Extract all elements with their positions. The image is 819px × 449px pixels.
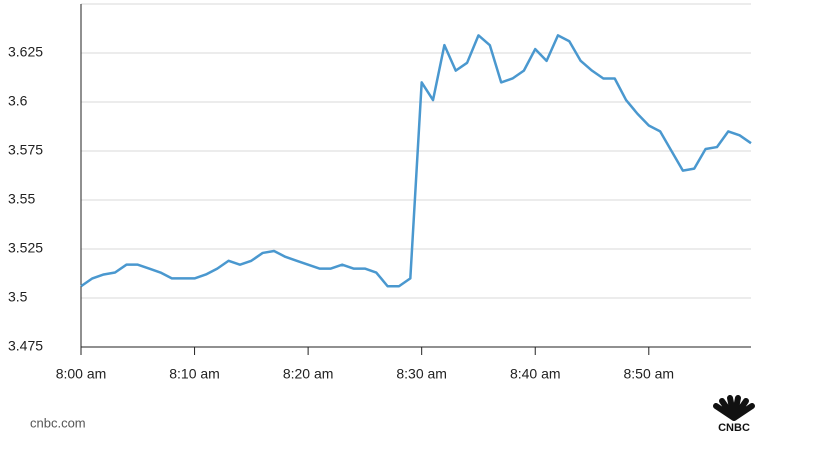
x-tick-label: 8:50 am <box>623 366 674 382</box>
x-tick-label: 8:00 am <box>56 366 107 382</box>
y-tick-label: 3.55 <box>8 191 35 207</box>
x-tick-label: 8:30 am <box>396 366 447 382</box>
logo-peacock <box>713 395 755 421</box>
x-tick-label: 8:10 am <box>169 366 220 382</box>
y-tick-label: 3.575 <box>8 142 43 158</box>
x-tick-label: 8:20 am <box>283 366 334 382</box>
y-tick-label: 3.625 <box>8 44 43 60</box>
y-tick-label: 3.6 <box>8 93 28 109</box>
y-tick-label: 3.525 <box>8 240 43 256</box>
logo: CNBC <box>713 395 755 434</box>
y-tick-label: 3.5 <box>8 289 28 305</box>
x-tick-label: 8:40 am <box>510 366 561 382</box>
source: cnbc.com <box>30 415 86 430</box>
y-tick-label: 3.475 <box>8 338 43 354</box>
logo-text: CNBC <box>718 422 750 434</box>
line <box>80 34 752 288</box>
